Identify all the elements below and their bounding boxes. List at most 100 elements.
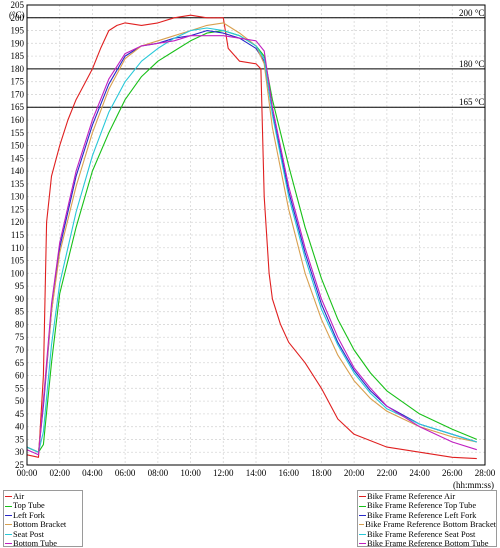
legend-swatch [5, 505, 12, 507]
series-line [26, 30, 478, 453]
legend-label: Bike Frame Reference Bottom Tube [367, 539, 489, 548]
y-tick-label: 205 [11, 0, 25, 10]
y-tick-label: 50 [15, 396, 25, 406]
y-tick-label: 190 [11, 38, 25, 48]
y-tick-label: 120 [11, 217, 25, 227]
series-line [26, 35, 477, 456]
legend-item: Bike Frame Reference Left Fork [358, 511, 496, 520]
legend-label: Bottom Bracket [13, 520, 67, 530]
x-axis-label: (hh:mm:ss) [453, 480, 494, 490]
legend-label: Bottom Tube [13, 539, 57, 548]
y-tick-label: 180 [11, 64, 25, 74]
legend-item: Bike Frame Reference Air [358, 492, 496, 501]
x-tick-label: 28:00 [475, 468, 496, 478]
legend-left: Air Top Tube Left Fork Bottom Bracket Seat P… [3, 490, 83, 548]
y-tick-label: 55 [15, 383, 25, 393]
legend-label: Bike Frame Reference Top Tube [367, 501, 477, 511]
legend-swatch [5, 524, 12, 526]
legend-label: Bike Frame Reference Bottom Bracket [365, 520, 496, 530]
y-tick-label: 160 [11, 115, 25, 125]
y-tick-label: 125 [11, 204, 25, 214]
y-tick-label: 150 [11, 141, 25, 151]
legend-swatch [359, 533, 366, 535]
legend-label: Air [13, 492, 25, 501]
x-tick-label: 22:00 [377, 468, 398, 478]
grid-layer [26, 4, 486, 466]
x-tick-label: 14:00 [246, 468, 267, 478]
x-tick-label: 18:00 [311, 468, 332, 478]
y-tick-label: 185 [11, 51, 25, 61]
legend-item: Bike Frame Reference Top Tube [358, 501, 496, 510]
legend-item: Top Tube [4, 501, 82, 510]
plot-frame [26, 4, 486, 466]
x-tick-label: 02:00 [49, 468, 70, 478]
legend-label: Top Tube [13, 501, 45, 511]
series-layer [26, 14, 478, 460]
reference-line-label: 200 °C [459, 8, 484, 18]
legend-swatch [359, 543, 366, 545]
series-line [26, 30, 477, 453]
y-tick-label: 170 [11, 89, 25, 99]
y-tick-label: 130 [11, 192, 25, 202]
y-tick-label: 110 [11, 243, 25, 253]
legend-swatch [359, 515, 366, 517]
y-tick-label: 75 [15, 332, 25, 342]
y-tick-label: 80 [15, 319, 25, 329]
legend-swatch [359, 524, 365, 526]
legend-item: Bike Frame Reference Bottom Tube [358, 539, 496, 548]
x-tick-label: 12:00 [213, 468, 234, 478]
y-tick-label: 200 [11, 13, 25, 23]
y-tick-label: 165 [11, 102, 25, 112]
y-tick-label: 155 [11, 128, 25, 138]
series-line [26, 14, 477, 460]
legend-label: Bike Frame Reference Left Fork [367, 510, 477, 520]
legend-swatch [5, 496, 12, 498]
legend-label: Bike Frame Reference Seat Post [367, 529, 476, 539]
legend-swatch [359, 505, 366, 507]
legend-item: Left Fork [4, 511, 82, 520]
legend-label: Bike Frame Reference Air [367, 492, 456, 501]
y-tick-label: 25 [15, 460, 25, 470]
x-tick-label: 20:00 [344, 468, 365, 478]
x-tick-label: 26:00 [442, 468, 463, 478]
reference-line-label: 180 °C [459, 59, 484, 69]
y-tick-label: 105 [11, 256, 25, 266]
legend-item: Bottom Bracket [4, 520, 82, 529]
y-tick-label: 45 [15, 409, 25, 419]
y-tick-label: 30 [15, 447, 25, 457]
legend-swatch [5, 543, 12, 545]
x-tick-label: 24:00 [409, 468, 430, 478]
legend-item: Bike Frame Reference Seat Post [358, 530, 496, 539]
x-tick-label: 06:00 [115, 468, 136, 478]
y-tick-label: 90 [15, 294, 25, 304]
y-tick-label: 35 [15, 434, 25, 444]
y-tick-label: 115 [11, 230, 25, 240]
y-tick-label: 65 [15, 358, 25, 368]
x-tick-label: 08:00 [148, 468, 169, 478]
y-tick-label: 70 [15, 345, 25, 355]
series-line [26, 22, 477, 453]
legend-item: Bottom Tube [4, 539, 82, 548]
legend-item: Air [4, 492, 82, 501]
x-tick-label: 04:00 [82, 468, 103, 478]
y-tick-label: 100 [11, 268, 25, 278]
y-tick-label: 140 [11, 166, 25, 176]
x-tick-label: 16:00 [278, 468, 299, 478]
y-tick-label: 40 [15, 422, 25, 432]
legend-label: Left Fork [13, 510, 45, 520]
x-tick-labels: 00:00 02:00 04:00 06:00 08:00 10:00 12:00 14:00… [17, 468, 496, 478]
reference-lines: 200 °C 180 °C 165 °C [27, 8, 485, 108]
legend-right: Bike Frame Reference Air Bike Frame Refer… [357, 490, 497, 548]
y-tick-label: 85 [15, 307, 25, 317]
series-line [26, 27, 477, 453]
legend-swatch [5, 515, 12, 517]
y-tick-label: 195 [11, 26, 25, 36]
legend-item: Seat Post [4, 530, 82, 539]
legend-label: Seat Post [13, 529, 44, 539]
y-tick-label: 145 [11, 153, 25, 163]
reference-line-label: 165 °C [459, 97, 484, 107]
y-tick-label: 135 [11, 179, 25, 189]
legend-item: Bike Frame Reference Bottom Bracket [358, 520, 496, 529]
y-tick-label: 95 [15, 281, 25, 291]
